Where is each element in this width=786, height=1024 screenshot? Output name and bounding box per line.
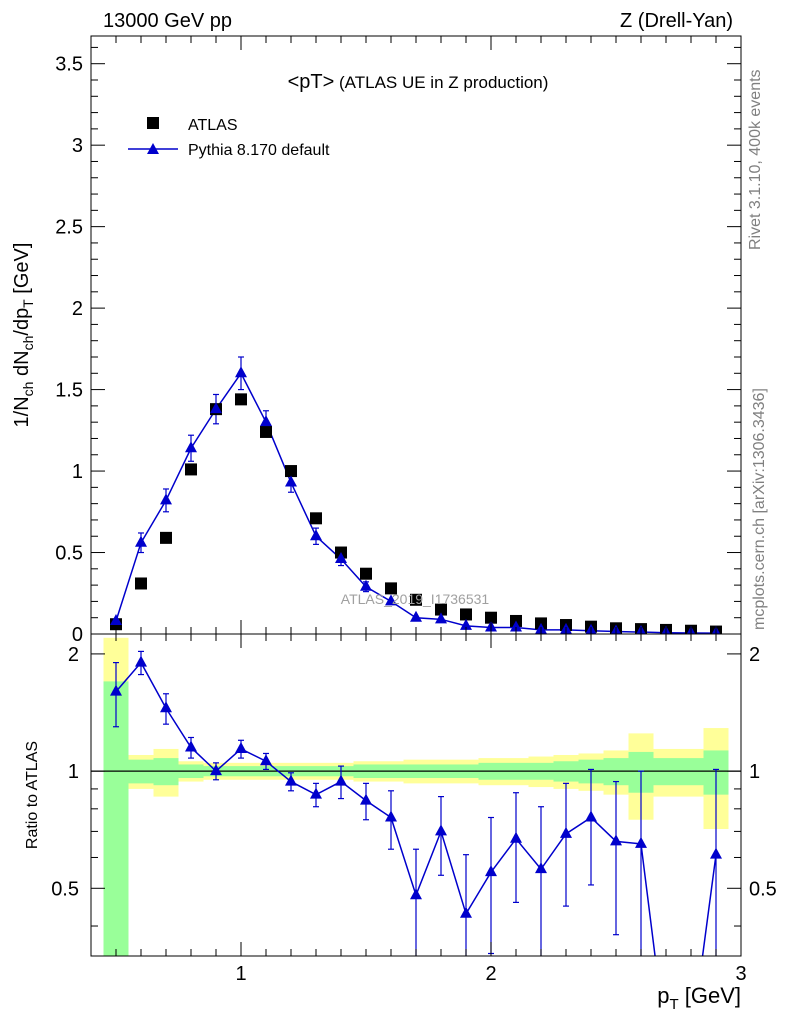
pythia-point — [310, 529, 322, 541]
ratio-axes: 0.5 0.5 1 1 2 2 1 2 3 — [51, 634, 777, 985]
pythia-point — [135, 535, 147, 547]
y-tick-label: 1 — [72, 461, 83, 483]
ratio-y-tick-label-right: 0.5 — [749, 878, 777, 900]
pythia-point — [185, 441, 197, 453]
ratio-plot-area — [91, 637, 741, 956]
ratio-point — [460, 906, 472, 918]
ratio-y-tick-label: 2 — [68, 644, 79, 666]
pythia-point — [460, 618, 472, 630]
pythia-point — [160, 493, 172, 505]
ratio-point — [135, 655, 147, 667]
ratio-point — [710, 847, 722, 859]
pythia-point — [210, 402, 222, 414]
y-tick-label: 3.5 — [55, 54, 83, 76]
atlas-point — [360, 567, 372, 580]
atlas-point — [385, 582, 397, 595]
main-title: <pT> (ATLAS UE in Z production) — [288, 71, 549, 93]
header-left: 13000 GeV pp — [103, 10, 232, 32]
y-tick-label: 2.5 — [55, 217, 83, 239]
analysis-watermark: ATLAS_2019_I1736531 — [341, 591, 490, 607]
ratio-point — [610, 834, 622, 846]
ratio-point — [260, 754, 272, 766]
legend-atlas-marker — [147, 117, 159, 129]
pythia-point — [385, 594, 397, 606]
ratio-y-tick-label-right: 1 — [749, 761, 760, 783]
ratio-point — [485, 865, 497, 877]
atlas-point — [310, 512, 322, 525]
x-tick-label: 3 — [735, 963, 746, 985]
y-tick-label: 1.5 — [55, 380, 83, 402]
ratio-ylabel: Ratio to ATLAS — [24, 741, 41, 849]
ratio-point — [635, 836, 647, 848]
ratio-point — [410, 888, 422, 900]
ratio-point — [585, 810, 597, 822]
atlas-point — [160, 531, 172, 544]
atlas-point — [185, 463, 197, 476]
y-tick-label: 0.5 — [55, 543, 83, 565]
main-axes: 0 0.5 1 1.5 2 2.5 3 3.5 — [55, 36, 742, 646]
pythia-point — [260, 415, 272, 427]
atlas-point — [135, 577, 147, 590]
pythia-point — [410, 610, 422, 622]
ratio-point — [335, 774, 347, 786]
ratio-y-tick-label: 0.5 — [51, 878, 79, 900]
ratio-line — [115, 661, 717, 956]
y-tick-label: 2 — [72, 298, 83, 320]
y-tick-label: 3 — [72, 135, 83, 157]
atlas-point — [235, 393, 247, 406]
ratio-xlabel: pT [GeV] — [657, 983, 741, 1013]
pythia-point — [235, 366, 247, 378]
y-tick-label: 0 — [72, 624, 83, 646]
pythia-point — [335, 552, 347, 564]
ratio-point — [510, 831, 522, 843]
atlas-point — [285, 465, 297, 478]
atlas-point — [260, 425, 272, 438]
ratio-point — [160, 701, 172, 713]
ratio-point — [235, 741, 247, 753]
ratio-panel: 0.5 0.5 1 1 2 2 1 2 3 Ratio to ATLAS pT [GeV] — [24, 633, 777, 1013]
main-ylabel: 1/Nch dNch/dpT [GeV] — [11, 243, 36, 428]
atlas-point — [410, 593, 422, 606]
legend-atlas-label: ATLAS — [188, 117, 238, 134]
ratio-point — [210, 764, 222, 776]
ratio-point — [310, 787, 322, 799]
ratio-point — [535, 862, 547, 874]
mcplots-label: mcplots.cern.ch [arXiv:1306.3436] — [751, 388, 768, 630]
atlas-point — [435, 603, 447, 616]
header-right: Z (Drell-Yan) — [620, 10, 733, 32]
legend: ATLAS Pythia 8.170 default — [128, 117, 330, 159]
legend-pythia-marker — [147, 143, 159, 154]
atlas-point — [460, 608, 472, 621]
ratio-point — [560, 826, 572, 838]
ratio-point — [185, 740, 197, 752]
pythia-point — [285, 475, 297, 487]
ratio-point — [285, 774, 297, 786]
x-tick-label: 1 — [235, 963, 246, 985]
rivet-label: Rivet 3.1.10, 400k events — [747, 69, 764, 250]
atlas-point — [485, 611, 497, 624]
ratio-point — [360, 793, 372, 805]
pythia-point — [510, 620, 522, 632]
pythia-point — [435, 612, 447, 624]
ratio-point — [110, 684, 122, 696]
pythia-point — [110, 613, 122, 625]
x-tick-label: 2 — [485, 963, 496, 985]
ratio-y-tick-label: 1 — [68, 761, 79, 783]
legend-pythia-label: Pythia 8.170 default — [188, 142, 330, 159]
ratio-point — [435, 824, 447, 836]
pythia-point — [360, 579, 372, 591]
main-panel: 0 0.5 1 1.5 2 2.5 3 3.5 <pT> (ATLAS UE in Z pro… — [11, 35, 742, 646]
ratio-y-tick-label-right: 2 — [749, 644, 760, 666]
ratio-point — [385, 810, 397, 822]
